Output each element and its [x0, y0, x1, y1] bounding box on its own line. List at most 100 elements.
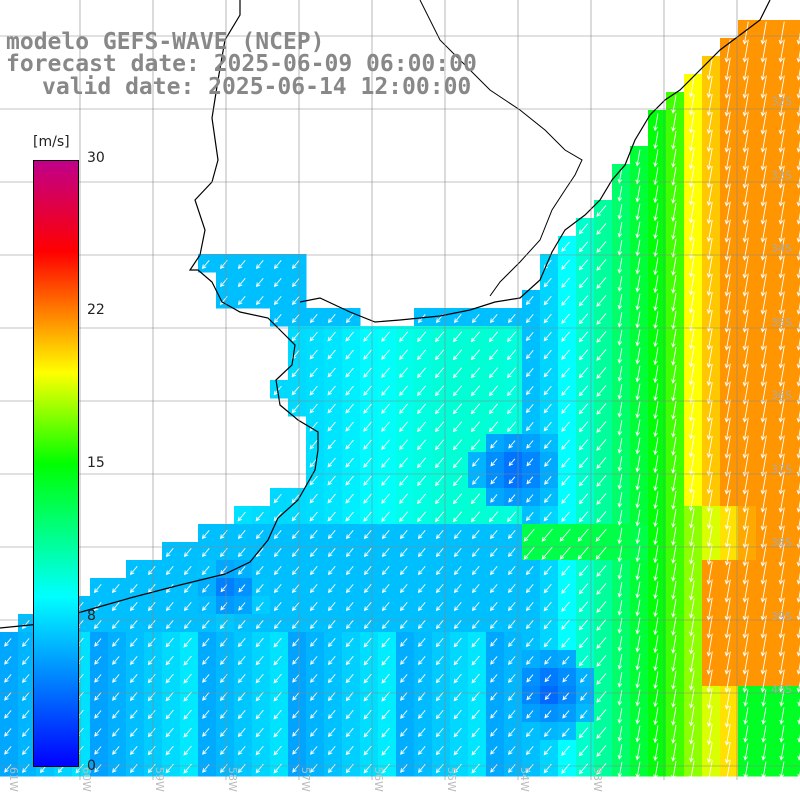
wind-arrow	[617, 365, 623, 382]
wind-arrow	[309, 367, 318, 378]
wind-arrow	[742, 489, 749, 513]
colorbar-tick: 30	[87, 150, 105, 166]
wind-arrow	[417, 548, 426, 558]
wind-arrow	[434, 421, 445, 433]
wind-arrow	[706, 309, 713, 333]
wind-arrow	[417, 764, 426, 774]
wind-arrow	[596, 385, 607, 397]
wind-arrow	[435, 566, 444, 576]
wind-arrow	[129, 620, 138, 630]
wind-arrow	[202, 656, 210, 665]
wind-arrow	[635, 725, 641, 743]
wind-arrow	[653, 671, 659, 690]
wind-arrow	[453, 602, 462, 612]
wind-arrow	[237, 727, 246, 738]
wind-arrow	[561, 475, 570, 486]
wind-arrow	[471, 584, 480, 594]
wind-arrow	[617, 725, 623, 742]
wind-arrow	[417, 674, 426, 684]
wind-cell	[792, 290, 800, 309]
wind-arrow	[541, 546, 553, 560]
wind-arrow	[381, 584, 390, 594]
wind-arrow	[4, 746, 12, 755]
wind-arrow	[237, 296, 246, 306]
wind-arrow	[523, 546, 535, 560]
wind-arrow	[561, 493, 570, 504]
wind-arrow	[183, 709, 192, 720]
wind-arrow	[743, 761, 749, 779]
wind-arrow	[453, 691, 462, 702]
wind-cell	[792, 488, 800, 507]
wind-arrow	[653, 509, 659, 528]
wind-arrow	[706, 165, 713, 189]
wind-arrow	[689, 742, 695, 763]
wind-arrow	[635, 509, 641, 527]
wind-arrow	[617, 257, 623, 274]
wind-arrow	[417, 584, 426, 594]
wind-arrow	[596, 241, 607, 253]
wind-arrow	[381, 367, 390, 378]
wind-arrow	[165, 709, 174, 720]
wind-arrow	[452, 349, 463, 361]
wind-arrow	[435, 673, 444, 684]
wind-arrow	[671, 598, 677, 618]
wind-arrow	[671, 112, 677, 132]
wind-arrow	[452, 421, 463, 433]
wind-arrow	[796, 86, 800, 99]
wind-arrow	[671, 202, 677, 222]
wind-cell	[792, 146, 800, 165]
wind-arrow	[635, 761, 641, 779]
wind-arrow	[416, 403, 427, 415]
wind-arrow	[578, 637, 589, 649]
wind-arrow	[489, 314, 498, 324]
wind-arrow	[671, 472, 677, 492]
latitude-label: 36S	[771, 389, 792, 402]
wind-arrow	[778, 237, 785, 261]
wind-arrow	[237, 530, 246, 540]
wind-arrow	[596, 421, 607, 433]
wind-arrow	[309, 493, 318, 504]
wind-arrow	[526, 440, 534, 449]
wind-arrow	[147, 745, 156, 756]
wind-cell	[792, 200, 800, 219]
wind-arrow	[400, 692, 408, 701]
wind-arrow	[688, 382, 695, 404]
wind-arrow	[488, 403, 499, 415]
wind-arrow	[561, 385, 570, 396]
wind-arrow	[760, 435, 767, 459]
wind-arrow	[778, 219, 785, 243]
wind-arrow	[635, 257, 641, 275]
wind-arrow	[345, 421, 354, 432]
wind-arrow	[94, 710, 102, 719]
wind-arrow	[617, 527, 623, 545]
wind-arrow	[543, 583, 552, 594]
wind-arrow	[671, 310, 677, 330]
wind-arrow	[778, 651, 785, 675]
wind-arrow	[507, 530, 516, 540]
wind-arrow	[742, 237, 749, 261]
wind-arrow	[381, 727, 390, 738]
wind-arrow	[471, 727, 480, 738]
wind-arrow	[309, 584, 318, 594]
wind-arrow	[796, 338, 800, 351]
wind-arrow	[578, 439, 589, 451]
wind-arrow	[689, 508, 695, 529]
wind-arrow	[381, 763, 390, 774]
wind-arrow	[255, 655, 264, 666]
wind-arrow	[688, 202, 695, 224]
wind-arrow	[490, 494, 498, 503]
wind-arrow	[22, 746, 30, 755]
wind-arrow	[345, 745, 354, 756]
wind-arrow	[596, 619, 607, 631]
wind-arrow	[363, 475, 372, 486]
wind-arrow	[561, 313, 570, 324]
wind-arrow	[742, 327, 749, 351]
wind-arrow	[596, 673, 607, 685]
wind-arrow	[778, 93, 785, 117]
wind-arrow	[291, 530, 300, 540]
wind-arrow	[327, 584, 336, 594]
wind-arrow	[742, 219, 749, 243]
wind-cell	[792, 668, 800, 687]
wind-arrow	[507, 746, 516, 755]
wind-arrow	[617, 707, 623, 724]
